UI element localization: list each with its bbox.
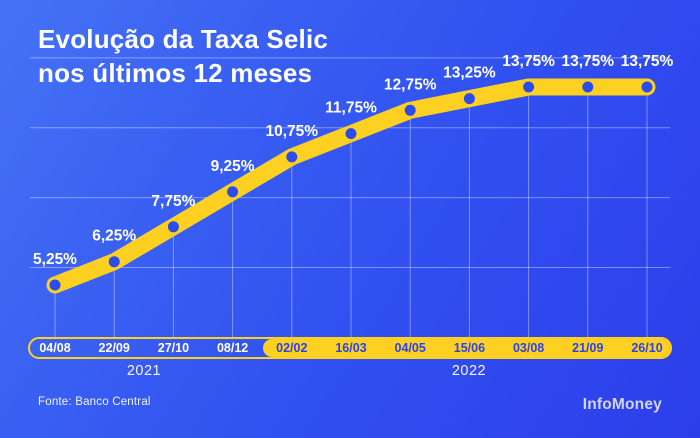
axis-date-label: 02/02 <box>276 341 308 355</box>
data-point <box>582 81 594 93</box>
data-point <box>404 104 416 116</box>
data-point-label: 5,25% <box>33 251 77 268</box>
year-label-2021: 2021 <box>126 363 162 379</box>
data-point <box>286 151 298 163</box>
axis-date-label: 15/06 <box>453 341 486 355</box>
data-point-label: 13,75% <box>502 53 555 70</box>
data-point-label: 11,75% <box>325 100 377 117</box>
chart-title: Evolução da Taxa Selic nos últimos 12 me… <box>38 22 328 90</box>
data-point <box>463 93 475 105</box>
data-point-label: 13,25% <box>443 65 496 82</box>
x-axis-2022-fill <box>263 339 670 357</box>
data-point-label: 6,25% <box>92 228 136 245</box>
data-point <box>108 256 120 268</box>
axis-date-label: 04/08 <box>39 341 71 355</box>
data-point <box>49 279 61 291</box>
year-label-2022: 2022 <box>451 363 487 379</box>
data-point-label: 9,25% <box>211 158 255 175</box>
data-point <box>167 221 179 233</box>
axis-date-label: 27/10 <box>157 341 190 355</box>
data-point <box>227 186 239 198</box>
data-point <box>523 81 535 93</box>
infomoney-logo: InfoMoney <box>582 396 662 413</box>
chart-title-line-2: nos últimos 12 meses <box>38 58 313 88</box>
axis-date-label: 04/05 <box>394 341 426 355</box>
data-point-label: 13,75% <box>562 53 615 70</box>
source-note: Fonte: Banco Central <box>38 396 151 408</box>
data-point-label: 12,75% <box>384 76 437 93</box>
chart-title-line-1: Evolução da Taxa Selic <box>38 24 329 54</box>
axis-date-label: 26/10 <box>631 341 663 355</box>
axis-date-label: 21/09 <box>572 341 604 355</box>
data-point <box>641 81 653 93</box>
axis-date-label: 22/09 <box>98 341 130 355</box>
axis-date-label: 16/03 <box>335 341 367 355</box>
data-point-label: 7,75% <box>151 193 195 210</box>
axis-date-label: 08/12 <box>216 341 249 355</box>
axis-date-label: 03/08 <box>512 341 545 355</box>
x-axis-pill: 04/08 22/09 27/10 08/12 02/02 16/03 04/05 15/06… <box>28 337 672 359</box>
data-point-label: 13,75% <box>621 53 674 70</box>
data-point <box>345 128 357 140</box>
data-point-label: 10,75% <box>266 123 319 140</box>
